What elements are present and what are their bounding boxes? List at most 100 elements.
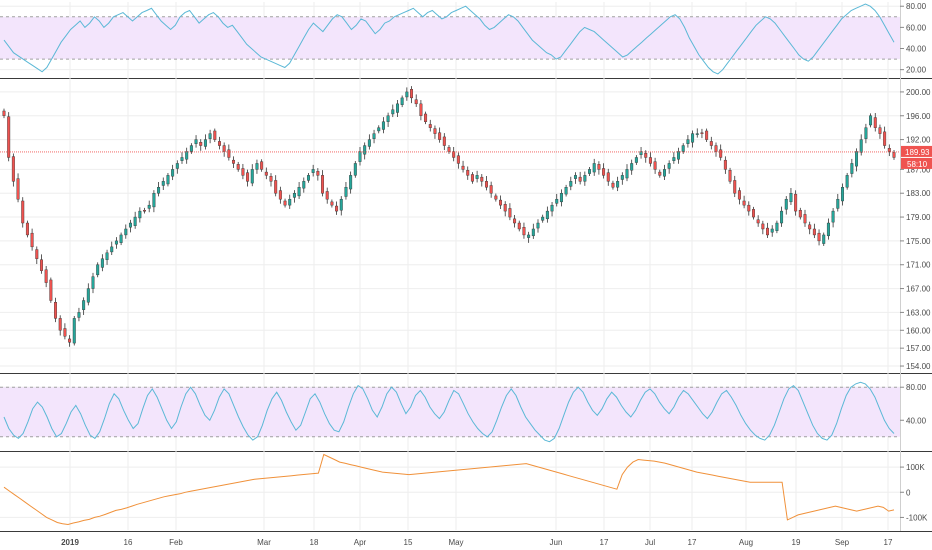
candle-body — [691, 133, 695, 143]
candle-body — [695, 133, 699, 135]
candle-body — [470, 174, 474, 182]
candle-body — [606, 172, 610, 182]
rsi-band-fill — [0, 387, 900, 437]
value-tick-label: 179.00 — [906, 213, 931, 222]
candle-body — [86, 288, 90, 303]
candle-body — [569, 181, 573, 187]
candle-body — [573, 175, 577, 179]
candle-body — [306, 175, 310, 181]
candle-body — [850, 163, 854, 174]
candle-body — [39, 259, 43, 271]
time-tick-label: 16 — [124, 538, 133, 547]
time-tick-label: Sep — [835, 538, 850, 547]
candle-body — [278, 190, 282, 200]
time-tick-label: May — [448, 538, 463, 547]
candle-body — [414, 99, 418, 105]
candle-body — [831, 210, 835, 223]
candle-body — [114, 240, 118, 245]
candle-body — [161, 181, 165, 186]
value-tick-label: 80.00 — [906, 383, 927, 392]
candle-body — [260, 161, 264, 170]
candle-body — [644, 153, 648, 158]
value-tick-label: 80.00 — [906, 2, 927, 11]
candle-body — [681, 145, 685, 152]
candle-body — [545, 210, 549, 220]
value-tick-label: 60.00 — [906, 23, 927, 32]
candle-body — [766, 227, 770, 236]
candle-body — [72, 318, 76, 344]
candle-body — [157, 187, 161, 194]
candle-body — [217, 141, 221, 146]
candle-body — [171, 169, 175, 177]
countdown-badge — [901, 157, 932, 169]
candle-body — [77, 312, 81, 318]
candle-body — [213, 130, 217, 140]
candle-body — [442, 136, 446, 146]
candle-body — [2, 110, 6, 116]
candle-body — [480, 176, 484, 182]
candle-body — [147, 204, 151, 209]
candle-body — [503, 204, 507, 212]
time-tick-label: Jun — [550, 538, 563, 547]
candle-body — [194, 139, 198, 144]
candle-body — [770, 228, 774, 233]
candle-body — [822, 234, 826, 244]
candle-body — [189, 145, 193, 152]
candle-body — [653, 161, 657, 170]
value-tick-label: 171.00 — [906, 261, 931, 270]
candle-body — [68, 338, 72, 343]
candle-body — [775, 222, 779, 231]
candle-body — [597, 164, 601, 170]
candle-body — [358, 151, 362, 162]
value-tick-label: 183.00 — [906, 189, 931, 198]
candle-body — [878, 127, 882, 134]
candle-body — [817, 232, 821, 242]
candle-body — [381, 121, 385, 130]
candle-body — [517, 222, 521, 230]
candle-body — [222, 145, 226, 152]
candle-body — [232, 159, 236, 164]
candle-body — [751, 209, 755, 218]
candle-body — [410, 89, 414, 99]
candle-body — [274, 180, 278, 194]
candle-body — [583, 175, 587, 182]
value-tick-label: 100K — [906, 463, 925, 472]
candle-body — [325, 191, 329, 200]
candle-body — [456, 155, 460, 164]
candle-body — [124, 228, 128, 236]
candle-body — [508, 208, 512, 218]
candle-body — [419, 103, 423, 116]
candle-body — [269, 176, 273, 182]
value-tick-label: 196.00 — [906, 112, 931, 121]
last-price-badge — [901, 145, 932, 157]
candle-body — [494, 195, 498, 200]
candle-body — [700, 132, 704, 134]
candle-body — [372, 133, 376, 139]
candle-body — [723, 159, 727, 170]
candle-body — [803, 214, 807, 224]
candle-body — [475, 175, 479, 179]
candle-body — [789, 193, 793, 203]
candle-body — [438, 132, 442, 140]
candle-body — [733, 180, 737, 194]
value-tick-label: 192.00 — [906, 136, 931, 145]
candle-body — [667, 163, 671, 169]
rsi-bands — [0, 16, 900, 438]
value-tick-label: 157.00 — [906, 344, 931, 353]
candle-body — [658, 171, 662, 176]
candle-body — [677, 151, 681, 160]
candle-body — [555, 198, 559, 204]
time-tick-label: 19 — [792, 538, 801, 547]
candle-body — [175, 163, 179, 169]
candle-body — [672, 157, 676, 161]
candle-body — [602, 168, 606, 176]
candle-body — [592, 163, 596, 173]
candle-body — [798, 210, 802, 218]
candle-body — [255, 163, 259, 170]
candle-body — [756, 219, 760, 224]
candle-body — [180, 157, 184, 161]
candle-body — [484, 181, 488, 188]
obv-line — [3, 453, 895, 526]
candle-body — [25, 222, 29, 236]
